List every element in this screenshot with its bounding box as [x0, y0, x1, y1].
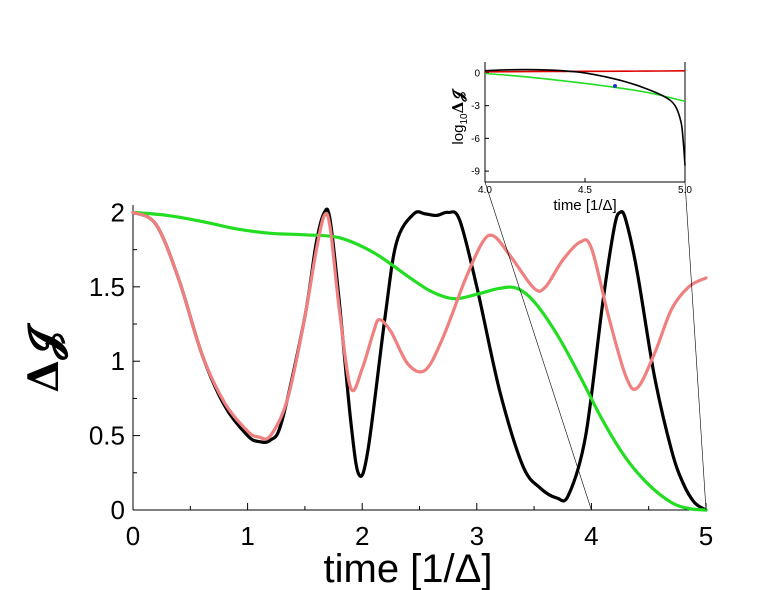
inset-x-tick-label: 5.0: [678, 185, 692, 196]
main-series-group: [131, 207, 708, 512]
inset-y-tick-label: -3: [471, 101, 480, 112]
inset-series-group: [484, 68, 686, 166]
inset-y-axis-label: log10Δ𝓙: [449, 88, 470, 145]
inset-tick-labels: 4.0 4.5 5.0 0 -3 -6 -9: [471, 68, 692, 196]
main-x-tick-label: 2: [355, 521, 369, 551]
main-x-axis-label: time [1/Δ]: [324, 547, 493, 590]
main-series-black: [131, 207, 708, 512]
main-x-tick-label: 1: [240, 521, 254, 551]
inset-series-black: [484, 68, 686, 166]
inset-y-tick-label: -6: [471, 134, 480, 145]
zoom-connectors: [484, 181, 707, 511]
main-series-green: [131, 210, 708, 512]
inset-x-tick-label: 4.0: [478, 185, 492, 196]
main-y-tick-label: 1: [111, 346, 125, 376]
main-series-pink: [131, 210, 708, 441]
inset-y-tick-label: 0: [474, 68, 480, 79]
main-x-tick-label: 4: [584, 521, 598, 551]
main-tick-labels: 0 1 2 3 4 5 0 0.5 1 1.5 2: [89, 197, 713, 551]
main-y-tick-label: 1.5: [89, 272, 125, 302]
inset-x-axis-label: time [1/Δ]: [553, 197, 616, 214]
main-y-tick-label: 2: [111, 197, 125, 227]
main-x-tick-label: 5: [699, 521, 713, 551]
inset-y-label-symbol: Δ𝓙: [449, 88, 467, 114]
main-y-tick-label: 0: [111, 495, 125, 525]
main-y-tick-label: 0.5: [89, 421, 125, 451]
inset-y-label-sub: 10: [459, 113, 470, 125]
inset-axes: 4.0 4.5 5.0 0 -3 -6 -9 time [1/Δ] log10Δ𝓙: [449, 62, 692, 214]
main-x-tick-label: 0: [126, 521, 140, 551]
main-axes: 0 1 2 3 4 5 0 0.5 1 1.5 2 time [1/Δ] Δ𝓙: [19, 197, 713, 590]
zoom-connector-right: [684, 181, 707, 511]
inset-x-tick-label: 4.5: [578, 185, 592, 196]
inset-series-green: [484, 72, 686, 103]
inset-y-tick-label: -9: [471, 167, 480, 178]
inset-marker-point: [613, 84, 617, 88]
zoom-connector-left: [484, 181, 592, 511]
main-x-tick-label: 3: [470, 521, 484, 551]
inset-y-label-prefix: log: [450, 125, 467, 145]
inset-series-red: [484, 70, 686, 73]
main-y-axis-label: Δ𝓙: [19, 322, 68, 393]
